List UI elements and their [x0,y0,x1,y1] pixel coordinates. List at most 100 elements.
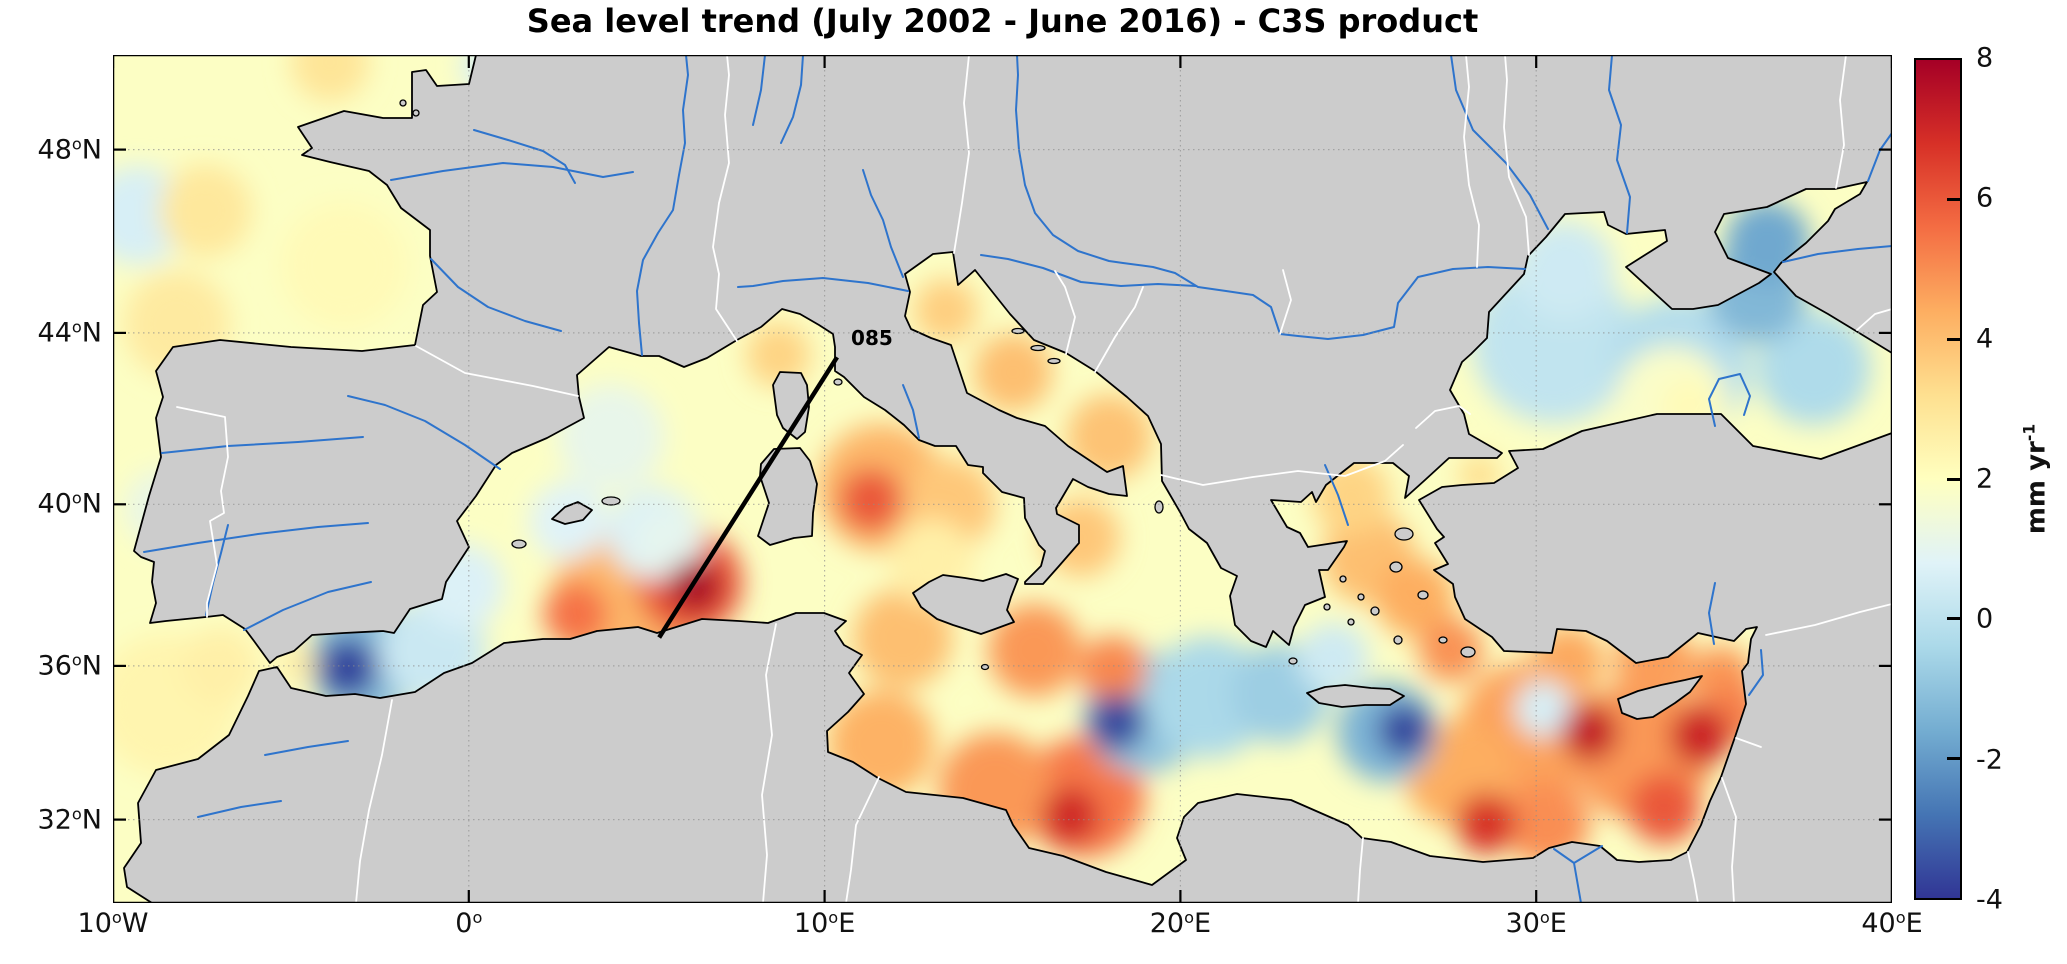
heatmap-blob-lion-pale-blue [557,383,665,491]
border-dz-tn [761,623,777,903]
border-ge-ru [1856,308,1892,331]
altimetry-track-line [657,355,839,639]
border-rs-bih [1094,286,1144,373]
heatmap-blob-aegean-orange-2 [1376,559,1455,638]
lon-tick-label-0: 0o [455,908,483,939]
river-guadalquivir [243,581,372,631]
river-seyhan [1708,582,1716,645]
colorbar-tick-6 [1947,198,1960,202]
island-ibiza [511,539,527,549]
river-orontes [1748,649,1764,696]
heatmap-blob-adriatic-mid [974,333,1053,412]
island-rhodes [1460,646,1476,658]
heatmap-blob-levantine-blue-spot [1514,680,1572,738]
island-sicily [912,573,1019,635]
track-label: 085 [851,326,893,350]
heatmap-blob-blacksea-nw-shelf [1514,220,1615,320]
heatmap-blob-atlantic-orange-mid [159,164,252,257]
island-corfu [1154,500,1164,514]
heatmap-blob-channel-orange [290,55,370,102]
island-cyclades-4 [1347,618,1355,626]
heatmap-blob-algerian-red-west [543,582,608,647]
river-douro [161,436,364,454]
colorbar-unit-label: mm yr-1 [2020,423,2052,535]
river-po [737,277,909,292]
border-md-ro [1463,55,1480,268]
lat-tick-label-48: 48oN [37,134,102,166]
river-sava [980,254,1197,287]
colorbar [1914,58,1962,900]
border-eg-il [1687,851,1699,903]
heatmap-blob-alboran-navy [317,637,378,699]
river-kuban [1782,245,1892,263]
island-elba [833,378,843,386]
heatmap-blob-sardinia-w-blue [632,505,704,578]
heatmap-blob-ionian-navy [1087,694,1145,751]
island-kos [1438,636,1448,644]
island-corsica [772,371,810,440]
heatmap-blob-ligurian-orange [746,323,811,387]
heatmap-blob-biscay-pale [280,201,409,330]
island-kythira [1288,657,1298,665]
colorbar-label-8: 8 [1976,42,1994,74]
colorbar-label-6: 6 [1976,182,1994,214]
river-adige [862,169,904,278]
border-it-si [953,55,970,254]
border-ua-ro [1503,55,1530,256]
country-border-layer [176,55,1892,903]
island-cyclades-3 [1370,606,1380,616]
border-bg-tr [1415,405,1471,429]
heatmap-blob-ionian-w-orange [988,603,1081,697]
colorbar-label-2: 2 [1976,463,1994,495]
border-ru-ua [1835,55,1847,189]
island-malta [980,663,990,671]
river-seine [473,129,576,184]
border-pt-es [176,406,229,618]
colorbar-label-0: 0 [1976,603,1994,635]
river-tiber [902,384,920,439]
border-fr-es [415,345,579,397]
heatmap-blob-levantine-red-1 [1561,703,1619,761]
river-garonne [430,258,562,332]
island-cyclades-1 [1339,575,1347,583]
heatmap-blob-levantine-red-3 [1628,772,1700,844]
colorbar-tick--2 [1947,756,1960,760]
island-crete [1306,684,1405,708]
river-kizilirmak [1708,373,1751,427]
colorbar-label--2: -2 [1976,744,2003,776]
lon-tick-label-10: 10oE [793,908,856,939]
heatmap-blob-sicily-channel [853,588,953,689]
land-europe [133,55,1892,664]
river-loire [390,162,634,181]
heatmap-blob-tyrrhenian-core [838,468,903,533]
land-layer [123,55,1892,903]
island-korcula [1047,357,1061,365]
axis-tick-layer [113,55,1892,903]
river-morocco-2 [197,800,282,818]
river-danube [1015,55,1526,340]
heatmap-blob-alboran-yellow-spot [280,646,316,682]
land-africa-anatolia [123,413,1892,903]
chart-title: Sea level trend (July 2002 - June 2016) … [526,2,1479,40]
island-hvar [1030,344,1046,352]
border-ly-eg [1357,837,1364,903]
island-menorca [601,496,621,506]
heatmap-blob-dodecanese-red [1418,618,1483,683]
colorbar-label--4: -4 [1976,884,2003,916]
river-dnieper [1608,55,1631,234]
map-canvas: 085 [113,55,1892,903]
altimetry-track-layer: 085 [657,326,893,639]
lat-tick-label-32: 32oN [37,804,102,836]
river-alpine-1 [752,55,766,126]
heatmap-blob-adriatic-north [913,278,978,343]
lon-tick-label-20: 20oE [1149,908,1212,939]
lon-tick-label--10: 10oW [77,908,149,939]
colorbar-tick-0 [1947,617,1960,621]
border-sy-lb [1735,737,1762,748]
river-tagus [143,522,369,553]
lat-tick-label-36: 36oN [37,650,102,682]
heatmap-blob-crete-se-navy [1377,703,1432,757]
border-ma-dz [355,699,393,903]
heatmap-blob-algerian-red-core [668,559,722,613]
